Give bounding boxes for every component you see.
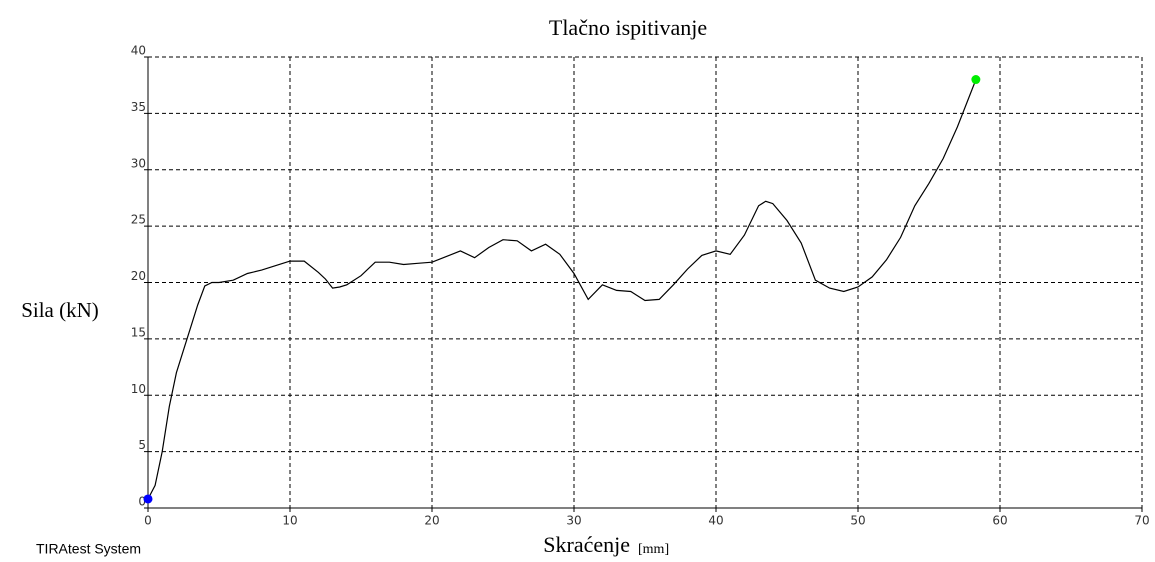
y-tick-label: 25 [131,213,146,227]
y-axis-label: Sila (kN) [21,298,99,322]
y-tick-label: 20 [131,269,146,283]
footer: TIRAtest System [36,541,141,557]
point-marker [143,494,153,504]
y-tick-label: 5 [138,438,146,452]
y-tick-label: 35 [131,100,146,114]
point-marker [971,75,981,85]
chart-title: Tlačno ispitivanje [549,15,707,40]
y-tick-label: 10 [131,382,146,396]
x-tick-label: 70 [1134,514,1149,528]
x-axis-label: Skraćenje [543,532,630,557]
y-tick-label: 40 [131,44,146,58]
x-tick-label: 0 [144,514,152,528]
x-tick-label: 60 [992,514,1007,528]
y-tick-label: 15 [131,325,146,339]
x-tick-label: 30 [566,514,581,528]
x-tick-label: 20 [424,514,439,528]
x-tick-label: 40 [708,514,723,528]
y-tick-label: 30 [131,156,146,170]
x-tick-label: 10 [282,514,297,528]
y-tick-label: 0 [138,495,146,509]
data-line [147,79,977,500]
x-tick-label: 50 [850,514,865,528]
x-axis-unit: [mm] [638,542,669,557]
